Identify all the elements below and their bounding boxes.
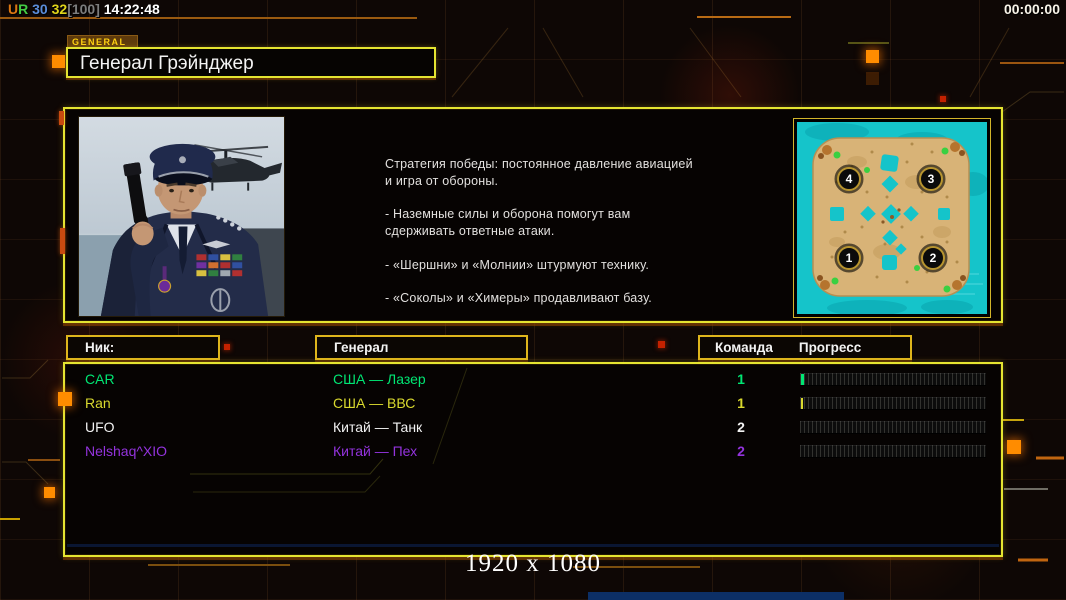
glow-square (58, 392, 72, 406)
start-position-marker: 1 (834, 243, 864, 273)
svg-text:2: 2 (930, 251, 937, 265)
strategy-briefing: Стратегия победы: постоянное давление ав… (385, 157, 693, 305)
player-row: Ran США — ВВС 1 (65, 392, 1001, 416)
red-dot (224, 344, 230, 350)
player-general: США — Лазер (333, 371, 426, 387)
status-seg: U (8, 1, 19, 17)
status-seg: 30 (28, 1, 48, 17)
glow-square-reflection (866, 72, 879, 85)
general-info-panel: Стратегия победы: постоянное давление ав… (63, 107, 1003, 323)
header-team-progress: Команда Прогресс (698, 335, 912, 360)
border-accent (59, 111, 64, 125)
corner-features (817, 142, 966, 293)
player-row: Nelshaq^XIO Китай — Пех 2 (65, 440, 1001, 464)
header-team-label: Команда (715, 340, 773, 355)
glow-square (52, 55, 65, 68)
status-bar: UR 30 32[100] 14:22:48 (8, 1, 160, 17)
player-nick: UFO (85, 419, 115, 435)
border-accent (60, 228, 65, 254)
header-general: Генерал (315, 335, 528, 360)
start-position-marker: 2 (918, 243, 948, 273)
progress-fill (801, 374, 804, 385)
progress-bar (800, 445, 986, 458)
player-row: UFO Китай — Танк 2 (65, 416, 1001, 440)
header-progress-label: Прогресс (798, 340, 862, 355)
panel-blue-accent (67, 544, 999, 547)
svg-text:1: 1 (846, 251, 853, 265)
player-nick: CAR (85, 371, 115, 387)
general-portrait (78, 116, 285, 317)
glow-square (1007, 440, 1021, 454)
bottom-blue-strip (588, 592, 844, 600)
progress-fill (801, 398, 803, 409)
start-position-marker: 3 (916, 164, 946, 194)
player-general: США — ВВС (333, 395, 416, 411)
player-nick: Nelshaq^XIO (85, 443, 168, 459)
progress-bar (800, 421, 986, 434)
red-dot (658, 341, 665, 348)
match-timer: 00:00:00 (1003, 1, 1060, 17)
header-nick-label: Ник: (85, 340, 115, 355)
player-team: 1 (737, 395, 745, 411)
general-figure (100, 143, 269, 316)
player-nick: Ran (85, 395, 111, 411)
players-panel: CAR США — Лазер 1 Ran США — ВВС 1 UFO Ки… (63, 362, 1003, 557)
ribbon-rack (196, 254, 243, 277)
header-general-label: Генерал (334, 340, 389, 355)
resolution-label: 1920 x 1080 (465, 550, 601, 577)
svg-text:4: 4 (846, 172, 853, 186)
map-preview: 4 3 1 (793, 118, 991, 318)
player-row: CAR США — Лазер 1 (65, 368, 1001, 392)
status-seg: 32 (47, 1, 68, 17)
progress-bar (800, 373, 986, 386)
status-seg: R (18, 1, 29, 17)
player-team: 2 (737, 419, 745, 435)
start-position-marker: 4 (834, 164, 864, 194)
svg-text:3: 3 (928, 172, 935, 186)
page-title: Генерал Грэйнджер (80, 53, 254, 74)
player-general: Китай — Пех (333, 443, 418, 459)
glow-square (866, 50, 879, 63)
general-title-box: Генерал Грэйнджер (66, 47, 436, 78)
glow-square (44, 487, 55, 498)
status-seg: 14:22:48 (99, 1, 160, 17)
player-team: 2 (737, 443, 745, 459)
progress-bar (800, 397, 986, 410)
start-position-markers: 4 3 1 (834, 164, 948, 273)
player-general: Китай — Танк (333, 419, 423, 435)
status-seg: [100] (67, 1, 100, 17)
header-nick: Ник: (66, 335, 220, 360)
island: 4 3 1 (812, 137, 970, 297)
red-dot (940, 96, 946, 102)
player-team: 1 (737, 371, 745, 387)
player-rows: CAR США — Лазер 1 Ran США — ВВС 1 UFO Ки… (65, 368, 1001, 464)
